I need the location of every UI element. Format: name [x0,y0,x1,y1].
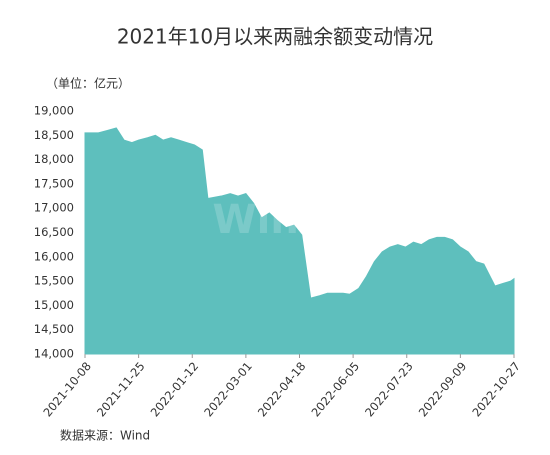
x-tick-label: 2022-03-01 [201,359,255,419]
y-tick-label: 17,000 [34,201,74,215]
watermark: Wind [213,197,328,243]
x-tick-label: 2022-01-12 [148,359,202,419]
y-tick-label: 17,500 [34,176,74,190]
y-tick-label: 14,500 [34,322,74,336]
y-tick-label: 18,000 [34,152,74,166]
x-tick-label: 2021-10-08 [40,359,94,419]
x-tick-label: 2021-11-25 [94,359,148,419]
x-tick-label: 2022-04-18 [255,359,309,419]
chart-title: 2021年10月以来两融余额变动情况 [117,25,433,49]
y-tick-label: 16,000 [34,249,74,263]
y-tick-label: 18,500 [34,128,74,142]
x-tick-label: 2022-09-09 [416,359,470,419]
y-tick-label: 15,000 [34,298,74,312]
y-tick-label: 15,500 [34,274,74,288]
x-tick-label: 2022-10-27 [469,359,523,419]
source-note: 数据来源：Wind [60,428,150,443]
area [84,127,515,355]
y-tick-label: 19,000 [34,104,74,118]
unit-label: （单位：亿元） [46,76,130,91]
y-tick-label: 14,000 [34,347,74,361]
x-tick-label: 2022-06-05 [308,359,362,419]
x-tick-label: 2022-07-23 [362,359,416,419]
y-tick-label: 16,500 [34,225,74,239]
